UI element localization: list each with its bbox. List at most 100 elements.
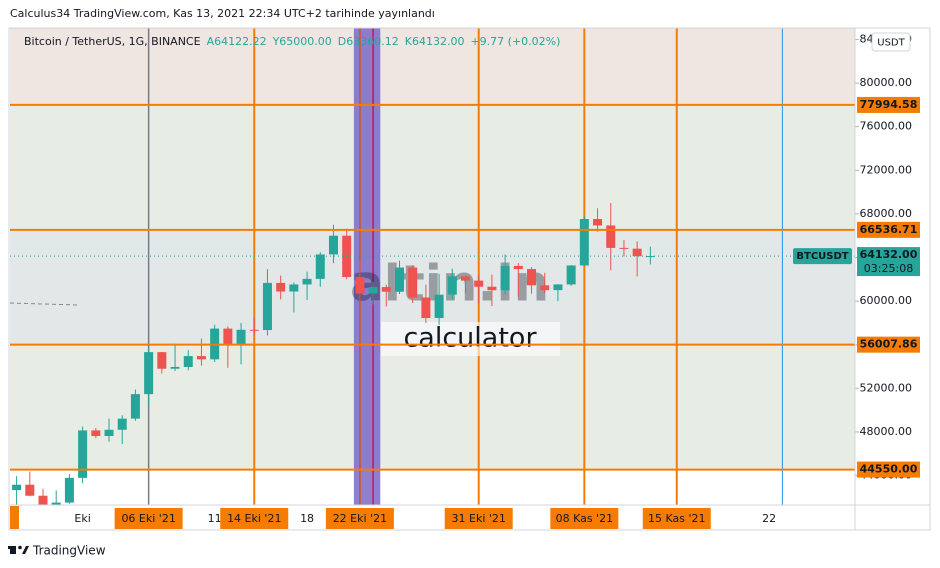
candle-body	[619, 247, 629, 249]
plot-layer: altin.incalculator84000.0080000.0076000.…	[8, 27, 931, 531]
last-price-tag	[857, 247, 920, 277]
candle-body	[487, 286, 497, 291]
header: Calculus34 TradingView.com, Kas 13, 2021…	[10, 7, 435, 20]
footer-brand: TradingView	[32, 544, 106, 558]
x-tick-label: 14 Eki '21	[227, 512, 281, 525]
x-tick-highlight	[444, 508, 513, 529]
level-label: 77994.58	[860, 98, 918, 111]
candle-body	[289, 284, 299, 292]
x-tick-label: 15 Kas '21	[648, 512, 706, 525]
symbol-tag	[793, 248, 852, 265]
candle-body	[421, 297, 431, 319]
candle-body	[434, 294, 444, 319]
y-tick-label: 76000.00	[860, 120, 913, 133]
candle-body	[632, 248, 642, 257]
candle-body	[328, 235, 338, 255]
legend-ohlc: A64122.22	[207, 35, 267, 48]
x-tick-label: 08 Kas '21	[556, 512, 614, 525]
y-tick-label: 52000.00	[860, 381, 913, 394]
watermark: calculator	[403, 323, 537, 354]
x-tick-label: 31 Eki '21	[452, 512, 506, 525]
candle-body	[12, 484, 22, 491]
currency-button[interactable]	[871, 32, 911, 52]
y-tick-label: 48000.00	[860, 425, 913, 438]
candle-body	[262, 282, 272, 331]
candle-body	[447, 276, 457, 295]
x-tick-label: Eki	[74, 512, 90, 525]
candle-body	[513, 265, 523, 270]
footer-logo	[8, 545, 29, 554]
zones	[10, 28, 855, 470]
y-tick-label: 72000.00	[860, 163, 913, 176]
candle-body	[355, 277, 365, 294]
x-tick-highlight	[114, 508, 183, 529]
y-tick-label: 60000.00	[860, 294, 913, 307]
level-tag	[857, 96, 920, 113]
candle-body	[540, 285, 550, 291]
candle-body	[236, 329, 246, 345]
x-tick-label: 06 Eki '21	[121, 512, 175, 525]
level-label: 66536.71	[860, 223, 918, 236]
level-tag	[857, 336, 920, 353]
countdown: 03:25:08	[864, 262, 913, 275]
legend-ohlc: D63360.12	[338, 35, 399, 48]
candle-body	[553, 284, 563, 291]
axis-marker	[10, 506, 19, 529]
candle-body	[196, 356, 206, 360]
frame	[8, 27, 931, 531]
x-tick-highlight	[550, 508, 619, 529]
legend-change: +9.77 (+0.02%)	[470, 35, 560, 48]
candle-body	[593, 219, 603, 226]
candle-body	[78, 430, 88, 478]
candle-body	[315, 254, 325, 279]
zone	[10, 28, 855, 105]
legend-symbol: Bitcoin / TetherUS, 1G, BINANCE	[24, 35, 201, 48]
x-tick-highlight	[220, 508, 289, 529]
candle-body	[249, 329, 259, 331]
candle-body	[566, 265, 576, 285]
candle-body	[368, 287, 378, 294]
level-label: 44550.00	[860, 463, 918, 476]
level-tag	[857, 461, 920, 478]
legend-ohlc: Y65000.00	[272, 35, 332, 48]
candle-body	[170, 366, 180, 369]
x-tick-label: 22 Eki '21	[333, 512, 387, 525]
y-tick-label: 80000.00	[860, 76, 913, 89]
watermark-box	[381, 322, 560, 356]
zone	[10, 104, 855, 230]
last-price-label: 64132.00	[860, 248, 918, 261]
candle-body	[500, 265, 510, 291]
legend-ohlc: K64132.00	[405, 35, 465, 48]
candle-body	[474, 280, 484, 287]
candle-body	[117, 418, 127, 430]
x-tick-label: 22	[762, 512, 776, 525]
logo-part	[18, 545, 22, 550]
logo-part	[22, 546, 29, 554]
candle-body	[394, 267, 404, 292]
candle-body	[606, 225, 616, 248]
x-tick-highlight	[642, 508, 711, 529]
candle-body	[276, 282, 286, 292]
x-tick-label: 18	[300, 512, 314, 525]
candle-body	[91, 430, 101, 436]
symbol-label: BTCUSDT	[796, 251, 848, 262]
candle-body	[527, 269, 537, 286]
currency-label: USDT	[877, 38, 905, 49]
highlight-band	[353, 28, 381, 505]
candle-body	[130, 394, 140, 419]
candle-body	[579, 219, 589, 266]
logo-part	[8, 546, 16, 549]
candle-body	[302, 278, 312, 285]
x-tick-highlight	[325, 508, 394, 529]
x-tick-label: 11	[208, 512, 222, 525]
y-tick-label: 68000.00	[860, 207, 913, 220]
candle-body	[381, 287, 391, 292]
candle-body	[183, 356, 193, 367]
candle-body	[38, 495, 48, 508]
level-label: 56007.86	[860, 338, 918, 351]
legend: Bitcoin / TetherUS, 1G, BINANCE A64122.22…	[24, 35, 560, 48]
candle-body	[104, 429, 114, 436]
candle-body	[223, 328, 233, 345]
